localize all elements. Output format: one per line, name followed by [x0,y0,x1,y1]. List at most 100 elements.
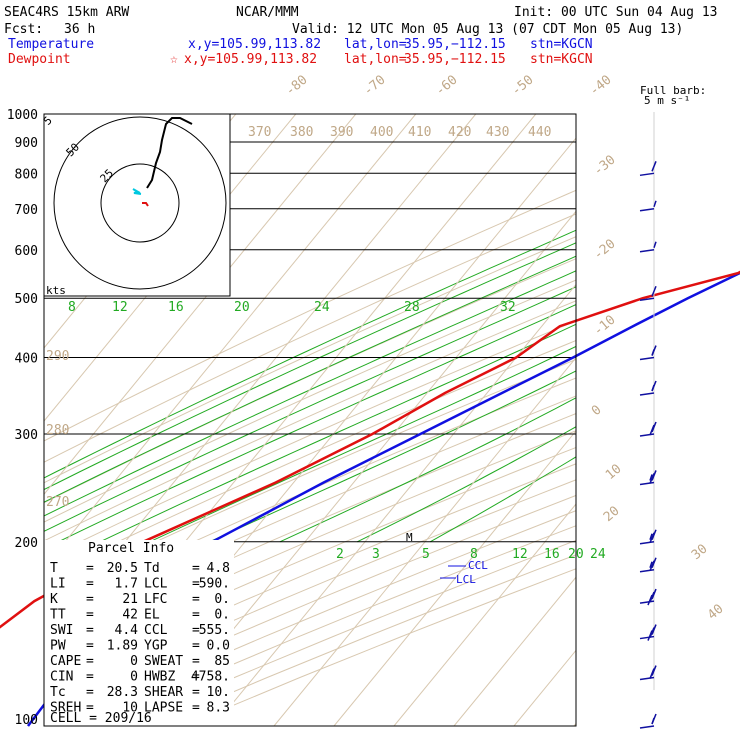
pressure-label-1000: 1000 [7,108,38,123]
parcel-key: HWBZ [144,670,175,685]
parcel-value: 555. [199,623,230,638]
dry-adiabat-line [44,279,576,523]
parcel-key: YGP [144,639,168,654]
dry-adiabat-line [44,430,576,661]
wind-barb-staff [639,172,655,177]
parcel-value: 8.3 [207,701,230,716]
theta-label: 280 [46,423,69,438]
mixing-ratio-label: 3 [372,547,380,562]
model-title: SEAC4RS 15km ARW [4,5,129,20]
mixing-ratio-label: 24 [590,547,606,562]
parcel-info-title: Parcel Info [88,541,174,556]
theta-label: 270 [46,495,69,510]
wind-barb-half [649,561,653,569]
wind-barb-staff [639,635,655,640]
dry-adiabat-line [44,358,576,595]
dry-adiabat-line [44,213,576,463]
hodograph-trace-mid [132,188,142,195]
moist-adiabat-line [44,270,576,517]
dewpoint-legend-xy: x,y=105.99,113.82 [184,52,317,67]
isotherm-line [333,430,576,726]
parcel-value: 0. [214,608,230,623]
parcel-key: Td [144,561,160,576]
wind-barb-flag [647,630,653,641]
parcel-eq: = [86,608,94,623]
wind-barb-staff [639,208,655,212]
parcel-value: 0.0 [207,639,230,654]
wind-barb-flag [649,424,655,436]
lcl-label: LCL [456,573,476,586]
isotherm-line [573,722,576,726]
parcel-eq: = [192,639,200,654]
parcel-eq: = [86,623,94,638]
isotherm-line [213,283,576,726]
moist-adiabat-line [149,345,576,543]
temperature-legend-station: stn=KGCN [530,37,593,52]
wind-barb-flag [647,594,653,606]
isotherm-line [44,114,357,496]
parcel-key: LAPSE [144,701,183,716]
wind-barb-staff [639,297,655,301]
mixing-ratio-line [710,114,740,298]
moist-adiabat-line [44,255,576,503]
barb-title-line2: 5 m s⁻¹ [644,94,690,107]
parcel-eq: = [86,577,94,592]
isotherm-label: -80 [283,72,311,99]
isotherm-line [393,503,576,726]
moist-adiabat-line [58,304,576,543]
pressure-label-200: 200 [15,536,38,551]
parcel-key: LCL [144,577,168,592]
mixing-ratio-label: 16 [168,300,184,315]
parcel-eq: = [192,701,200,716]
parcel-key: CAPE [50,654,81,669]
parcel-eq: = [192,608,200,623]
isotherm-label: -50 [509,72,537,99]
parcel-key: K [50,592,58,607]
wind-barbs [639,161,657,729]
parcel-value: 4758. [191,670,230,685]
parcel-key: SHEAR [144,685,183,700]
parcel-key: SWI [50,623,73,638]
dewpoint-legend-latlon-label: lat,lon= [344,52,407,67]
wind-barb-staff [639,569,655,573]
parcel-value: 0 [130,670,138,685]
dewpoint-legend-marker: ☆ [170,52,178,67]
isotherm-label: 40 [705,602,727,624]
pressure-label-100: 100 [15,713,38,728]
mixing-ratio-label: 20 [234,300,250,315]
parcel-key: SWEAT [144,654,183,669]
pressure-labels: 100 200 300 400 500 600 700 800 900 1000 [7,108,38,728]
parcel-key: TT [50,608,66,623]
moist-adiabat-line [209,370,576,543]
source-label: NCAR/MMM [236,5,299,20]
theta-label: 410 [408,125,431,140]
hodograph-trace-low [142,202,149,207]
parcel-eq: = [86,639,94,654]
wind-barb-flag [651,161,657,172]
dewpoint-legend-label: Dewpoint [8,52,71,67]
parcel-eq: = [192,670,200,685]
pressure-label-400: 400 [15,352,38,367]
isotherm-line [273,356,576,726]
isotherm-line [513,649,576,726]
pressure-label-500: 500 [15,292,38,307]
isotherm-label: 20 [601,504,623,526]
mixing-ratio-label: 28 [404,300,420,315]
wind-barb-staff [639,541,655,545]
pressure-label-700: 700 [15,203,38,218]
isotherm-line [694,114,740,726]
wind-barb-half [653,200,657,208]
parcel-key: LFC [144,592,167,607]
dry-adiabat-line [44,479,576,706]
theta-label: 420 [448,125,471,140]
dry-adiabat-line [44,446,576,676]
dry-adiabat-line [44,189,576,442]
theta-label: 430 [486,125,509,140]
parcel-eq: = [86,701,94,716]
parcel-value: 1.89 [107,639,138,654]
parcel-key: CCL [144,623,168,638]
moist-adiabat-line [279,397,576,543]
pressure-label-300: 300 [15,428,38,443]
